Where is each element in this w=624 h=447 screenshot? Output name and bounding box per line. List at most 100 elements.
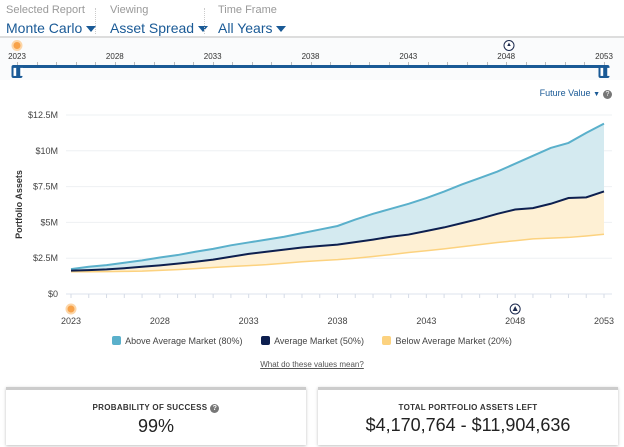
caret-down-icon: [276, 26, 287, 33]
timeline-tick: [212, 62, 214, 65]
timeline-tick: [447, 62, 449, 65]
timeline-slider[interactable]: ▲ 2023 2028 2033 2038 2043 2048 2053 ❚❚ ❚❚: [0, 36, 624, 80]
chart-legend: Above Average Market (80%) Average Marke…: [0, 336, 624, 346]
values-help-link[interactable]: What do these values mean?: [260, 360, 364, 369]
timeline-tick: [408, 62, 410, 65]
timeline-year-label: 2048: [497, 52, 516, 61]
timeline-end-handle[interactable]: ❚❚: [598, 65, 612, 78]
future-value-dropdown[interactable]: Future Value ▼?: [540, 88, 612, 99]
legend-above[interactable]: Above Average Market (80%): [112, 336, 243, 346]
future-value-label: Future Value: [539, 88, 591, 98]
y-tick-label: $2.5M: [33, 253, 58, 263]
timeline-tick: [525, 62, 527, 65]
timeline-tick: [584, 62, 586, 65]
x-tick-label: 2043: [416, 316, 436, 326]
timeline-year-label: 2038: [301, 52, 320, 61]
timeframe-dropdown[interactable]: Time Frame All Years: [218, 4, 287, 36]
timeline-tick: [349, 62, 351, 65]
timeline-tick: [564, 62, 566, 65]
average-line: [70, 190, 605, 272]
timeline-tick: [56, 62, 58, 65]
caret-down-icon: [198, 26, 209, 33]
timeline-tick: [232, 62, 234, 65]
retirement-marker-icon: ▲: [503, 40, 515, 51]
timeline-tick: [427, 62, 429, 65]
assets-left-card: TOTAL PORTFOLIO ASSETS LEFT $4,170,764 -…: [318, 387, 618, 445]
timeline-tick: [271, 62, 273, 65]
below-average-band: [71, 191, 604, 272]
x-tick-label: 2028: [150, 316, 170, 326]
y-tick-label: $10M: [35, 146, 58, 156]
above-average-band: [71, 123, 604, 271]
legend-label: Below Average Market (20%): [395, 336, 512, 346]
timeline-tick: [388, 62, 390, 65]
timeline-year-label: 2028: [105, 52, 124, 61]
timeline-tick: [486, 62, 488, 65]
y-tick-label: $5M: [40, 217, 58, 227]
today-marker-icon: [65, 303, 77, 315]
timeline-tick: [153, 62, 155, 65]
timeline-tick: [369, 62, 371, 65]
below-average-line: [71, 233, 605, 273]
timeline-year-label: 2053: [595, 52, 613, 61]
legend-below[interactable]: Below Average Market (20%): [382, 336, 512, 346]
help-icon[interactable]: ?: [210, 404, 220, 413]
selected-report-dropdown[interactable]: Selected Report Monte Carlo: [6, 4, 97, 36]
timeline-tick: [134, 62, 136, 65]
timeline-tick: [467, 62, 469, 65]
probability-card: PROBABILITY OF SUCCESS? 99%: [6, 387, 306, 445]
probability-value: 99%: [137, 416, 175, 436]
x-tick-label: 2033: [239, 316, 259, 326]
legend-average[interactable]: Average Market (50%): [261, 336, 364, 346]
x-tick-label: 2048: [505, 316, 525, 326]
x-tick-label: 2023: [61, 316, 81, 326]
timeline-tick: [330, 62, 332, 65]
timeline-start-handle[interactable]: ❚❚: [11, 65, 25, 78]
timeline-tick: [604, 62, 605, 65]
timeline-tick: [114, 62, 116, 65]
today-marker-icon: [11, 40, 23, 51]
timeline-tick: [173, 62, 175, 65]
assets-left-title: TOTAL PORTFOLIO ASSETS LEFT: [398, 403, 538, 412]
viewing-dropdown[interactable]: Viewing Asset Spread: [110, 4, 209, 36]
help-icon[interactable]: ?: [603, 90, 612, 99]
legend-label: Above Average Market (80%): [125, 336, 243, 346]
timeline-tick: [36, 62, 38, 65]
y-tick-label: $0: [48, 289, 58, 299]
timeline-tick: [95, 62, 97, 65]
timeline-tick: [545, 62, 547, 65]
probability-title: PROBABILITY OF SUCCESS: [92, 403, 208, 412]
timeline-tick: [193, 62, 195, 65]
selected-report-value: Monte Carlo: [6, 20, 83, 36]
timeline-track[interactable]: [17, 65, 604, 68]
timeline-tick: [290, 62, 292, 65]
timeline-tick: [75, 62, 77, 65]
caret-down-icon: ▼: [593, 91, 600, 98]
portfolio-chart: $0 $2.5M $5M $7.5M $10M $12.5M 2023 2028 2033 203…: [14, 110, 614, 326]
assets-left-value: $4,170,764 - $11,904,636: [365, 415, 571, 435]
timeline-year-label: 2043: [399, 52, 418, 61]
y-tick-label: $7.5M: [33, 182, 58, 192]
caret-down-icon: [86, 26, 97, 33]
timeline-tick: [251, 62, 253, 65]
viewing-value: Asset Spread: [110, 20, 195, 36]
legend-swatch: [382, 336, 392, 345]
timeframe-label: Time Frame: [218, 4, 277, 16]
triangle-icon: [512, 306, 518, 311]
timeline-tick: [506, 62, 508, 65]
viewing-label: Viewing: [110, 4, 149, 16]
legend-swatch: [112, 336, 122, 345]
x-tick-label: 2053: [594, 316, 614, 326]
timeframe-value: All Years: [218, 20, 273, 36]
above-average-line: [70, 122, 605, 271]
selected-report-label: Selected Report: [6, 4, 85, 16]
x-tick-label: 2038: [327, 316, 347, 326]
legend-label: Average Market (50%): [274, 336, 364, 346]
timeline-tick: [17, 62, 18, 65]
timeline-year-label: 2023: [8, 52, 26, 61]
y-axis-title: Portfolio Assets: [14, 170, 24, 239]
legend-swatch: [261, 336, 271, 345]
timeline-tick: [310, 62, 312, 65]
y-tick-label: $12.5M: [28, 110, 58, 120]
timeline-year-label: 2033: [203, 52, 222, 61]
